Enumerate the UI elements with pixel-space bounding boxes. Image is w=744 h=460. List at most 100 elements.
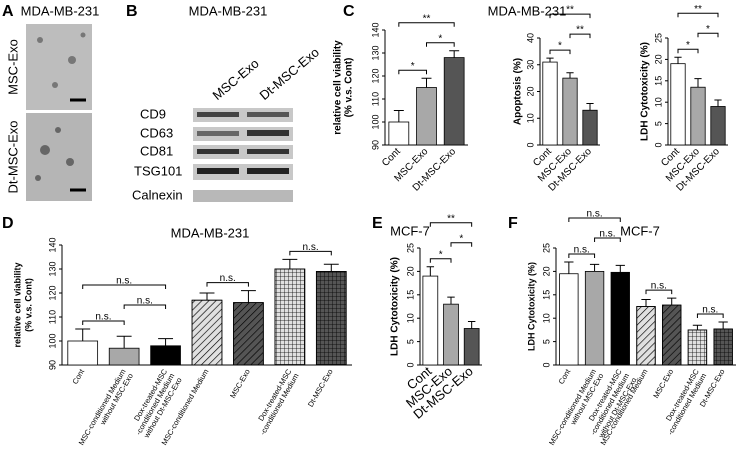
significance-label: n.s. bbox=[587, 209, 603, 220]
significance-bracket bbox=[568, 253, 596, 259]
error-bar bbox=[718, 321, 728, 329]
bar bbox=[670, 63, 686, 146]
em-image bbox=[26, 24, 92, 110]
column-label: MSC-Exo bbox=[209, 56, 261, 103]
panel-letter: D bbox=[2, 215, 14, 232]
chart-title: MDA-MB-231 bbox=[171, 225, 250, 240]
error-bar bbox=[393, 110, 404, 122]
y-tick-label: 140 bbox=[370, 22, 380, 37]
panel-letter: C bbox=[343, 3, 355, 20]
significance-bracket bbox=[82, 320, 125, 325]
chart-title: MCF-7 bbox=[620, 223, 660, 238]
bar-pattern bbox=[713, 328, 733, 366]
y-tick-label: 120 bbox=[370, 68, 380, 83]
y-tick-label: 140 bbox=[47, 237, 57, 252]
y-tick-label: 40 bbox=[525, 33, 535, 43]
row-label: Dt-MSC-Exo bbox=[5, 121, 20, 194]
significance-bracket bbox=[696, 313, 724, 318]
row-label: MSC-Exo bbox=[5, 39, 20, 95]
error-bar bbox=[615, 264, 625, 273]
panel-b: B MDA-MB-231 MSC-Exo Dt-MSC-Exo CD9 CD63… bbox=[126, 3, 322, 202]
y-axis-label: (% v.s. Cont) bbox=[23, 278, 33, 332]
significance-label: n.s. bbox=[116, 276, 132, 287]
y-tick-label: 0 bbox=[653, 142, 663, 147]
y-tick-label: 5 bbox=[653, 121, 663, 126]
error-bar bbox=[694, 78, 702, 88]
bar bbox=[67, 340, 99, 366]
significance-label: n.s. bbox=[95, 312, 111, 323]
y-tick-label: 130 bbox=[47, 261, 57, 276]
panel-title: MDA-MB-231 bbox=[488, 3, 567, 18]
panel-letter: E bbox=[372, 215, 383, 232]
error-bar bbox=[447, 296, 455, 305]
y-tick-label: 110 bbox=[370, 92, 380, 106]
bar bbox=[582, 109, 598, 146]
row-label: CD81 bbox=[140, 143, 173, 158]
bar-pattern bbox=[191, 299, 223, 366]
error-bar bbox=[421, 77, 432, 88]
y-tick-label: 130 bbox=[370, 45, 380, 60]
significance-label: * bbox=[706, 24, 710, 35]
error-bar bbox=[323, 263, 339, 272]
x-tick-label: MSC-conditioned Medium bbox=[77, 367, 128, 446]
error-bar bbox=[589, 263, 600, 272]
significance-bracket bbox=[398, 69, 427, 75]
y-tick-label: 10 bbox=[525, 113, 535, 123]
y-tick-label: 15 bbox=[653, 76, 663, 86]
y-tick-label: 0 bbox=[405, 362, 415, 367]
bar bbox=[690, 86, 706, 146]
y-tick-label: 20 bbox=[525, 86, 535, 96]
error-bar bbox=[564, 261, 574, 274]
column-label: Dt-MSC-Exo bbox=[256, 45, 322, 103]
significance-bracket bbox=[82, 284, 167, 289]
significance-bracket bbox=[697, 32, 719, 38]
y-axis-label: LDH Cytotoxicity (%) bbox=[526, 262, 536, 351]
significance-label: * bbox=[558, 41, 562, 52]
y-tick-label: 20 bbox=[653, 54, 663, 64]
significance-bracket bbox=[450, 242, 473, 247]
x-tick-label: Dt-MSC-Exo bbox=[306, 367, 335, 408]
bar-pattern bbox=[662, 304, 682, 366]
bar bbox=[443, 57, 465, 146]
significance-label: ** bbox=[566, 5, 574, 16]
significance-bracket bbox=[289, 250, 332, 256]
panel-letter: F bbox=[508, 215, 518, 232]
y-axis-label: relative cell viability bbox=[12, 262, 22, 347]
y-tick-label: 120 bbox=[47, 285, 57, 300]
significance-bracket bbox=[594, 237, 621, 243]
bar bbox=[584, 270, 605, 366]
bar-pattern bbox=[636, 306, 656, 366]
significance-bracket bbox=[549, 13, 591, 19]
y-tick-label: 10 bbox=[541, 313, 551, 323]
y-tick-label: 90 bbox=[47, 360, 57, 370]
y-axis-label: (% v.s. Cont) bbox=[344, 58, 355, 118]
y-tick-label: 25 bbox=[653, 33, 663, 43]
error-bar bbox=[692, 324, 703, 330]
significance-bracket bbox=[429, 222, 473, 227]
chart-title: MCF-7 bbox=[390, 223, 430, 238]
bar bbox=[542, 61, 558, 146]
bar bbox=[388, 121, 410, 146]
x-tick-label: Cont bbox=[557, 367, 573, 386]
row-label: TSG101 bbox=[134, 163, 182, 178]
y-tick-label: 20 bbox=[405, 266, 415, 276]
x-tick-label: Cont bbox=[380, 146, 403, 169]
y-tick-label: 100 bbox=[370, 114, 380, 129]
significance-bracket bbox=[426, 42, 455, 47]
blots bbox=[193, 108, 293, 202]
significance-bracket bbox=[398, 22, 455, 27]
significance-label: n.s. bbox=[220, 273, 236, 284]
significance-label: ** bbox=[694, 4, 702, 15]
error-bar bbox=[641, 298, 651, 307]
bar bbox=[416, 87, 437, 146]
y-tick-label: 25 bbox=[541, 243, 551, 253]
row-label: CD63 bbox=[140, 125, 173, 140]
significance-label: * bbox=[411, 61, 415, 72]
significance-bracket bbox=[645, 289, 673, 295]
y-tick-label: 20 bbox=[541, 266, 551, 276]
significance-bracket bbox=[569, 33, 591, 39]
em-image bbox=[26, 113, 92, 201]
error-bar bbox=[674, 56, 682, 64]
panel-title: MDA-MB-231 bbox=[21, 3, 100, 18]
significance-label: * bbox=[686, 40, 690, 51]
